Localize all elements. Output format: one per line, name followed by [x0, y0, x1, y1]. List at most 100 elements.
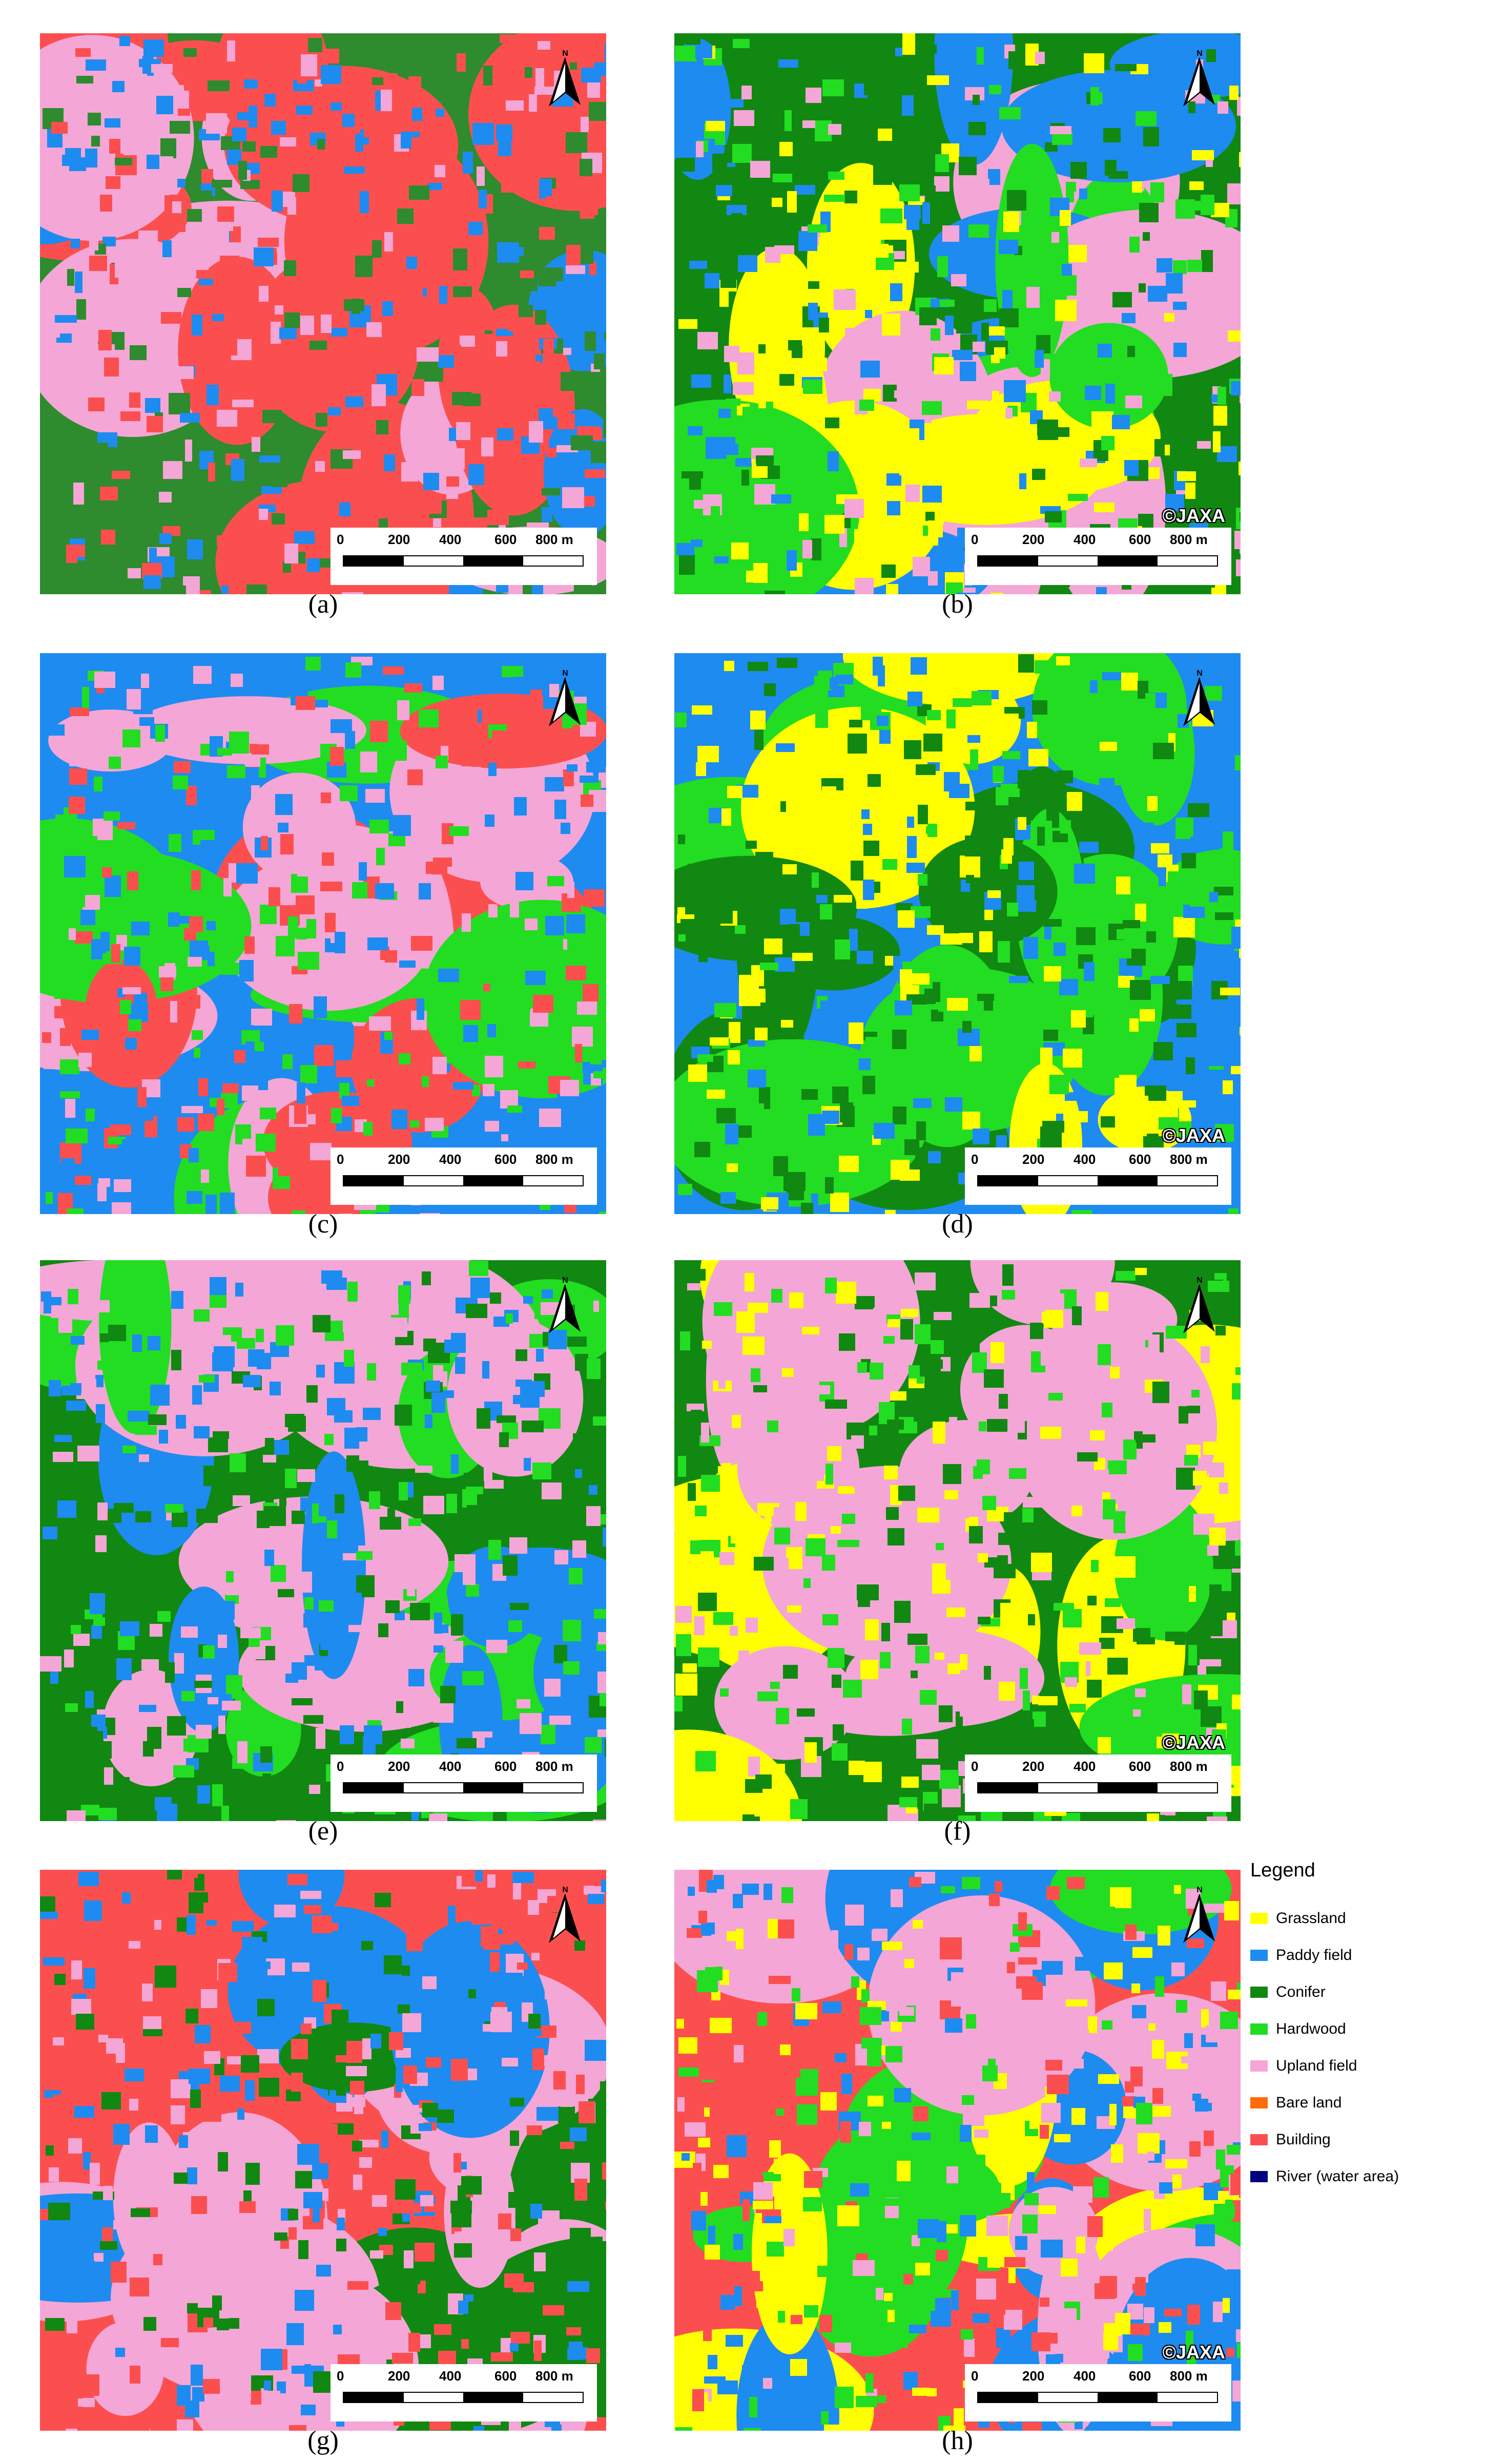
land-cover-cell [396, 2048, 411, 2058]
land-cover-cell [917, 1891, 925, 1905]
land-cover-cell [732, 144, 752, 163]
land-cover-cell [538, 41, 550, 50]
panel-caption: (f) [944, 1816, 971, 1846]
panel-caption: (g) [307, 2426, 339, 2455]
land-cover-cell [1118, 946, 1131, 958]
land-cover-cell [603, 2232, 606, 2241]
land-cover-cell [280, 834, 294, 854]
land-cover-cell [360, 751, 377, 772]
land-cover-cell [1125, 395, 1142, 408]
land-cover-cell [560, 2142, 574, 2149]
land-cover-cell [530, 2204, 542, 2219]
land-cover-cell [860, 361, 880, 378]
land-cover-cell [731, 542, 749, 559]
land-cover-cell [861, 1989, 870, 2003]
land-cover-cell [887, 501, 900, 515]
land-cover-cell [933, 2174, 944, 2181]
land-cover-cell [273, 1266, 283, 1286]
land-cover-cell [45, 2318, 65, 2331]
land-cover-cell [260, 905, 277, 924]
land-cover-cell [316, 1728, 325, 1749]
panel-caption: (c) [308, 1209, 338, 1239]
land-cover-cell [486, 1640, 507, 1653]
land-cover-cell [220, 2076, 240, 2092]
land-cover-cell [548, 1330, 567, 1349]
land-cover-cell [128, 1019, 141, 1031]
land-cover-cell [317, 139, 325, 150]
land-cover-cell [965, 105, 987, 116]
land-cover-cell [1135, 1268, 1147, 1275]
land-cover-cell [193, 1309, 210, 1322]
land-cover-cell [277, 2382, 286, 2393]
land-cover-cell [523, 1296, 533, 1304]
land-cover-cell [984, 1369, 1004, 1388]
land-cover-cell [150, 2425, 169, 2431]
land-cover-cell [748, 662, 768, 671]
land-cover-cell [275, 991, 286, 1000]
land-cover-cell [839, 1333, 855, 1351]
land-cover-cell [518, 1061, 535, 1069]
land-cover-cell [844, 1944, 853, 1960]
land-cover-cell [1209, 1528, 1226, 1546]
land-cover-cell [526, 361, 541, 382]
land-cover-cell [154, 1564, 171, 1583]
land-cover-cell [1109, 2104, 1117, 2125]
land-cover-cell [469, 1261, 488, 1276]
land-cover-cell [468, 464, 484, 485]
land-cover-cell [201, 1170, 209, 1183]
land-cover-cell [573, 1433, 590, 1442]
land-cover-cell [297, 2144, 319, 2165]
land-cover-cell [979, 931, 993, 952]
land-cover-patch [736, 2312, 839, 2431]
land-cover-cell [385, 1318, 407, 1337]
land-cover-cell [593, 1416, 606, 1426]
land-cover-cell [387, 1508, 395, 1518]
land-cover-cell [399, 960, 416, 968]
land-cover-cell [974, 179, 989, 196]
land-cover-cell [217, 1335, 231, 1343]
land-cover-cell [687, 1404, 704, 1411]
land-cover-cell [812, 872, 819, 888]
land-cover-cell [811, 1385, 830, 1394]
land-cover-cell [55, 1335, 72, 1343]
land-cover-cell [675, 158, 695, 172]
land-cover-cell [882, 2122, 891, 2129]
land-cover-cell [448, 1906, 456, 1927]
land-cover-cell [384, 1955, 402, 1974]
land-cover-cell [280, 137, 296, 147]
land-cover-cell [695, 46, 712, 58]
land-cover-cell [322, 852, 334, 866]
land-cover-cell [956, 319, 972, 333]
land-cover-cell [171, 875, 192, 895]
scale-bar: 0 200 400 600 800 m [965, 528, 1231, 585]
land-cover-cell [60, 911, 69, 927]
land-cover-cell [349, 2097, 365, 2107]
land-cover-cell [1150, 976, 1170, 984]
land-cover-cell [885, 2138, 899, 2150]
land-cover-cell [192, 315, 202, 336]
land-cover-cell [50, 1672, 58, 1684]
land-cover-cell [319, 1600, 334, 1612]
scale-tick: 800 m [535, 2368, 573, 2384]
land-cover-cell [143, 39, 164, 57]
land-cover-cell [1158, 882, 1168, 903]
land-cover-cell [913, 2164, 932, 2177]
legend-swatch [1250, 2060, 1268, 2072]
land-cover-cell [1084, 972, 1092, 980]
land-cover-cell [867, 2044, 881, 2066]
land-cover-cell [768, 1919, 778, 1938]
land-cover-cell [899, 1797, 917, 1807]
land-cover-cell [88, 113, 101, 126]
land-cover-cell [483, 984, 490, 991]
land-cover-cell [773, 1945, 786, 1954]
land-cover-cell [1002, 1264, 1014, 1286]
land-cover-cell [678, 1184, 692, 1195]
land-cover-cell [701, 1475, 720, 1492]
land-cover-cell [64, 856, 86, 878]
land-cover-cell [330, 747, 344, 766]
land-cover-cell [763, 1884, 772, 1900]
land-cover-cell [284, 544, 298, 563]
land-cover-cell [411, 137, 426, 151]
land-cover-cell [1173, 302, 1187, 310]
land-cover-cell [75, 48, 91, 57]
